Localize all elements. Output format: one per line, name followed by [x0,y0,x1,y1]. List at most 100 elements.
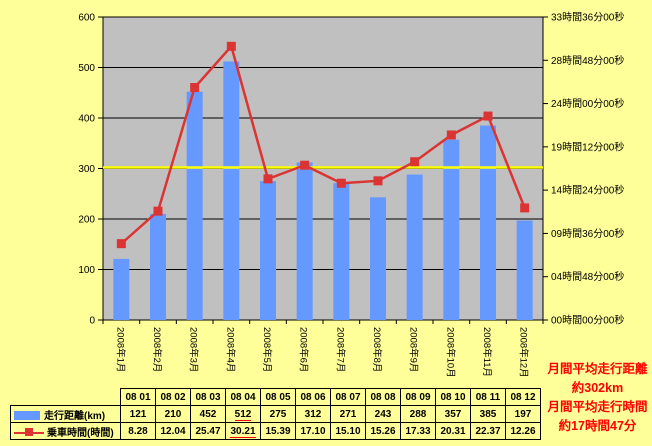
max-value-underlined: 512 [234,408,252,421]
x-axis-label: 2008年3月 [188,327,200,372]
table-value-cell: 275 [260,405,296,423]
table-value-cell: 17.10 [295,422,331,440]
legend-time: 乗車時間(時間) [10,422,121,440]
time-line-marker [483,111,493,121]
table-value-cell: 243 [365,405,401,423]
data-table: 08 01 08 02 08 03 08 04 08 05 08 06 08 07 08 08… [10,388,541,440]
left-axis-label: 0 [89,316,95,327]
x-axis-label: 2008年7月 [334,327,346,372]
table-value-cell: 15.26 [365,422,401,440]
table-value-cell: 22.37 [470,422,506,440]
x-axis-label: 2008年6月 [298,327,310,372]
distance-bar [186,91,203,321]
right-axis-label: 24時間00分00秒 [551,97,624,110]
table-value-cell: 288 [400,405,436,423]
time-line-marker [263,174,273,184]
legend-label: 乗車時間(時間) [47,427,114,439]
line-marker-swatch-icon [14,428,44,437]
table-value-cell: 15.39 [260,422,296,440]
time-line-marker [226,41,236,51]
summary-avg-distance-value: 約302km [571,381,624,395]
table-col-header: 08 03 [190,388,226,406]
table-col-header: 08 09 [400,388,436,406]
table-value-cell: 197 [505,405,541,423]
table-corner-blank [11,389,121,406]
table-col-header: 08 08 [365,388,401,406]
table-col-header: 08 12 [505,388,541,406]
max-value-underlined: 30.21 [230,425,256,438]
x-axis-label: 2008年2月 [151,327,163,372]
table-value-cell: 17.33 [400,422,436,440]
summary-text: 月間平均走行距離 約302km 月間平均走行時間 約17時間47分 [543,360,652,436]
left-axis-label: 100 [78,265,95,276]
time-line [120,43,526,245]
table-value-cell: 121 [120,405,156,423]
summary-avg-distance-label: 月間平均走行距離 [547,362,648,376]
table-col-header: 08 05 [260,388,296,406]
x-axis-label: 2008年4月 [224,327,236,372]
distance-bar [443,139,460,320]
x-axis-label: 2008年5月 [261,327,273,372]
right-axis-label: 00時間00分00秒 [551,314,624,327]
table-value-cell: 8.28 [120,422,156,440]
distance-bar [296,162,313,320]
x-axis-label: 2008年1月 [114,327,126,372]
x-axis-label: 2008年11月 [481,327,493,377]
table-value-cell: 20.31 [435,422,471,440]
time-line-marker [373,176,383,186]
table-value-cell: 25.47 [190,422,226,440]
x-axis-label: 2008年10月 [444,327,456,378]
x-axis-label: 2008年8月 [371,327,383,372]
table-col-header: 08 04 [225,388,261,406]
time-line-marker [520,203,530,213]
table-value-cell: 12.26 [505,422,541,440]
time-line-marker [153,206,163,216]
left-axis-label: 400 [78,114,95,125]
distance-bar [150,213,166,320]
time-line-marker [116,239,126,249]
table-value-cell: 30.21 [225,422,261,440]
time-line-marker [446,130,456,140]
summary-avg-time-label: 月間平均走行時間 [547,400,648,414]
left-axis-label: 600 [78,13,95,24]
time-line-marker [336,178,346,188]
right-axis-label: 33時間36分00秒 [551,11,624,24]
distance-bar [260,181,276,320]
table-value-cell: 452 [190,405,226,423]
table-value-cell: 271 [330,405,366,423]
table-col-header: 08 10 [435,388,471,406]
right-axis-label: 19時間12分00秒 [551,140,624,153]
legend-distance: 走行距離(km) [10,405,121,423]
table-col-header: 08 01 [120,388,156,406]
right-axis-label: 28時間48分00秒 [551,54,624,67]
table-value-cell: 15.10 [330,422,366,440]
distance-bar [406,174,423,320]
table-col-header: 08 02 [155,388,191,406]
left-axis-label: 200 [78,215,95,226]
table-value-cell: 12.04 [155,422,191,440]
data-table-wrap: 08 01 08 02 08 03 08 04 08 05 08 06 08 07 08 08… [10,388,541,440]
table-value-cell: 512 [225,405,261,423]
table-col-header: 08 06 [295,388,331,406]
table-value-cell: 357 [435,405,471,423]
distance-bar [370,197,386,320]
table-value-cell: 210 [155,405,191,423]
left-axis-label: 300 [78,164,95,175]
distance-bar [223,61,240,320]
x-axis-label: 2008年9月 [408,327,420,372]
x-axis-label: 2008年12月 [518,327,530,378]
right-axis-label: 14時間24分00秒 [551,184,624,197]
right-axis-label: 09時間36分00秒 [551,227,624,240]
time-line-marker [190,82,200,92]
right-axis-label: 04時間48分00秒 [551,270,624,283]
time-line-marker [410,157,420,167]
summary-avg-time-value: 約17時間47分 [558,419,637,433]
legend-label: 走行距離(km) [44,410,106,422]
table-col-header: 08 07 [330,388,366,406]
distance-bar [480,125,496,320]
distance-bar [516,220,533,320]
table-value-cell: 312 [295,405,331,423]
distance-bar [113,258,130,320]
table-col-header: 08 11 [470,388,506,406]
left-axis-label: 500 [78,63,95,74]
